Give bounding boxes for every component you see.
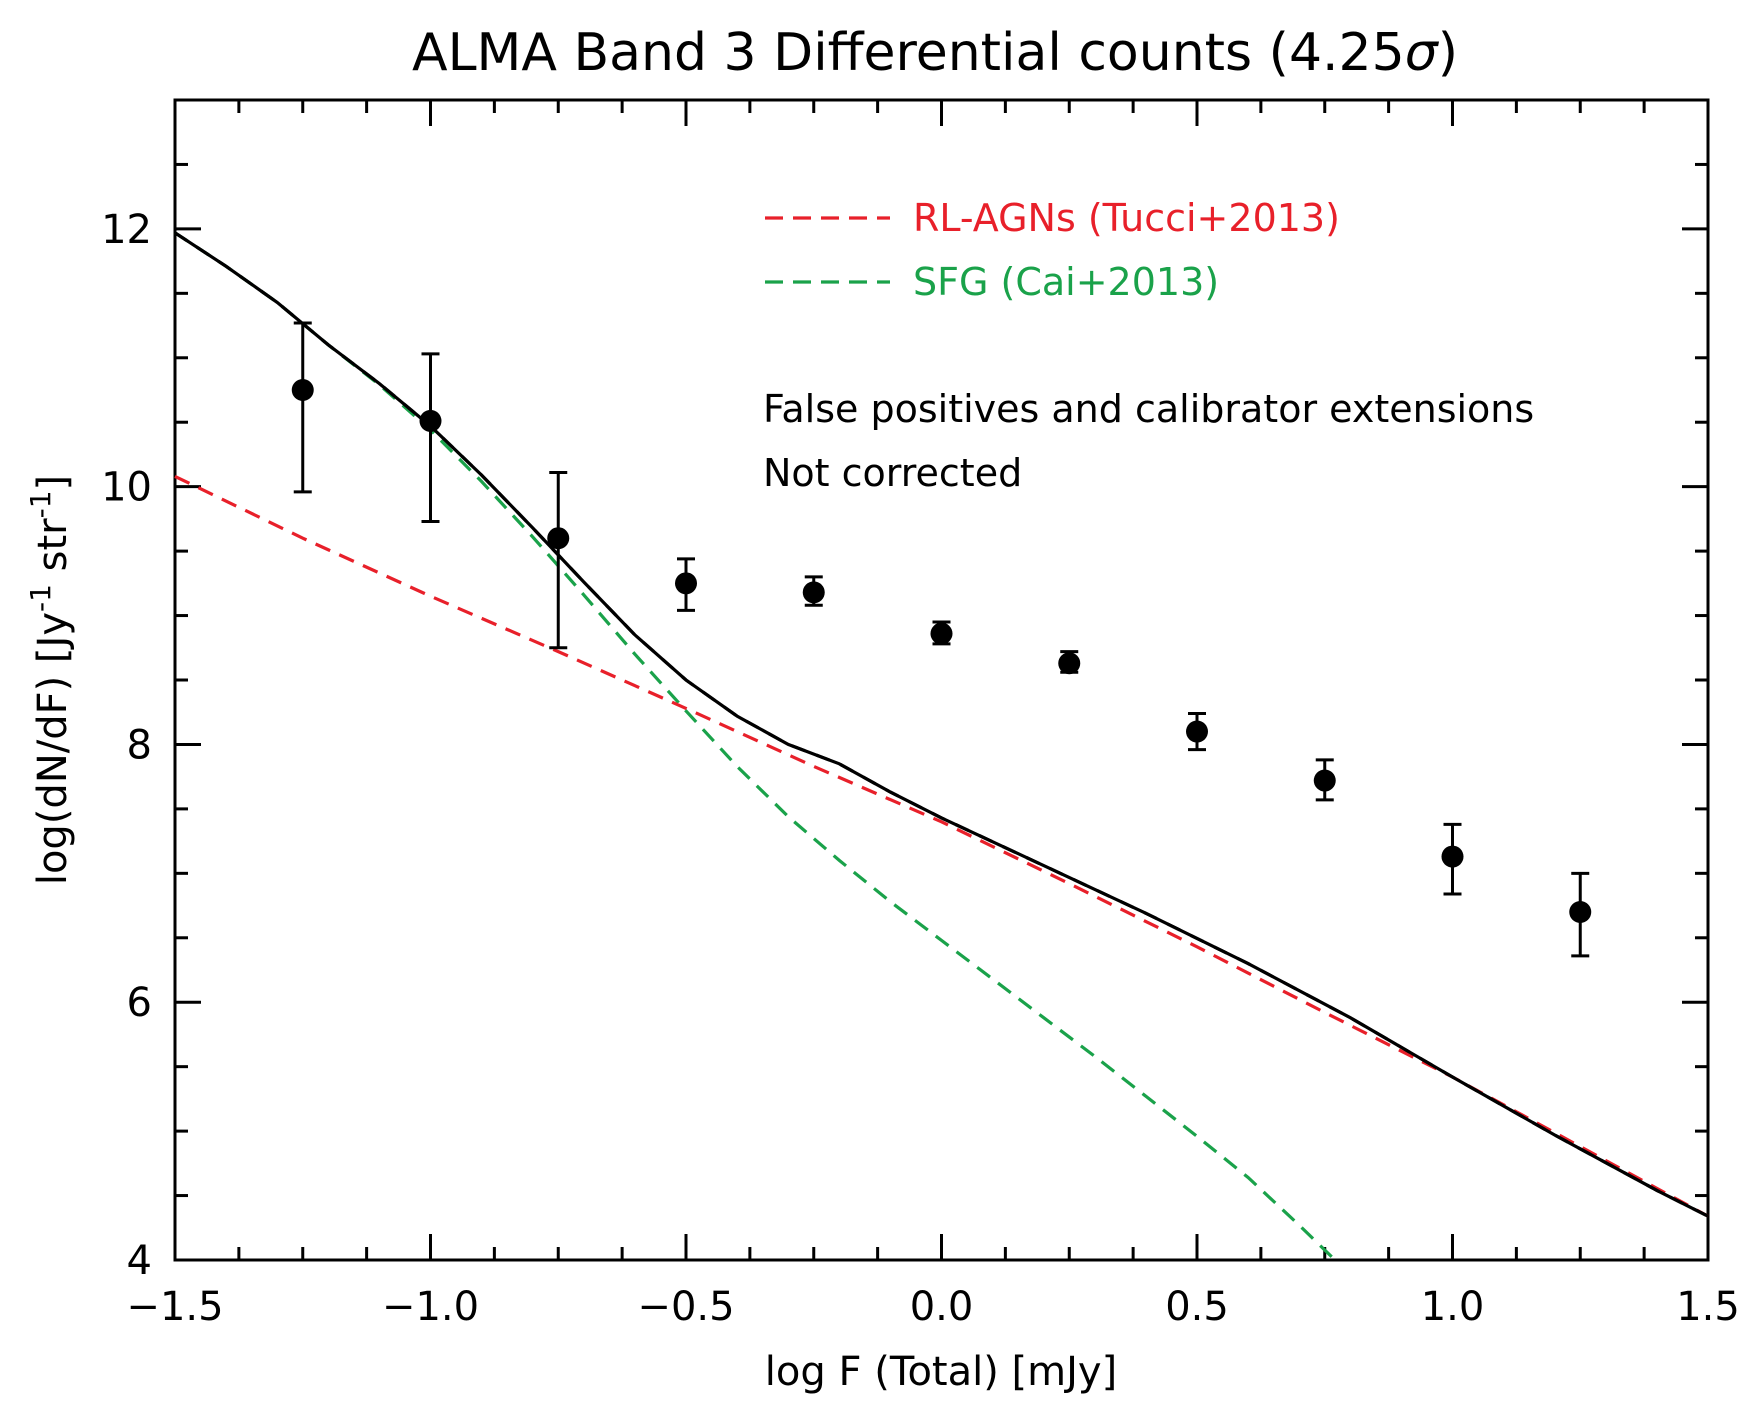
legend-label-rl-agn: RL-AGNs (Tucci+2013) <box>913 196 1340 240</box>
legend-label-sfg: SFG (Cai+2013) <box>913 260 1219 304</box>
y-tick-label: 10 <box>101 465 152 511</box>
x-tick-label: 1.5 <box>1676 1284 1740 1330</box>
x-tick-label: −1.5 <box>126 1284 223 1330</box>
y-tick-labels: 4 6 8 10 12 <box>101 207 152 1284</box>
x-tick-label: 1.0 <box>1421 1284 1485 1330</box>
y-tick-label: 4 <box>127 1238 152 1284</box>
data-point <box>1441 845 1464 868</box>
total-model-dash-overlay <box>174 231 1709 1218</box>
y-tick-label: 8 <box>127 722 152 768</box>
rl-agn-model-line <box>174 474 1709 1218</box>
data-point <box>1313 769 1336 792</box>
data-point <box>1058 652 1081 675</box>
y-axis-title: log(dN/dF) [Jy-1 str-1] <box>24 475 77 885</box>
legend: RL-AGNs (Tucci+2013) SFG (Cai+2013) <box>765 196 1340 304</box>
annotation-line-2: Not corrected <box>763 451 1022 495</box>
y-tick-label: 12 <box>101 207 152 253</box>
x-tick-label: −1.0 <box>382 1284 479 1330</box>
chart-title: ALMA Band 3 Differential counts (4.25σ) <box>412 23 1458 83</box>
data-point <box>419 409 442 432</box>
data-points <box>291 321 1592 958</box>
x-tick-label: 0.0 <box>910 1284 974 1330</box>
model-curves <box>174 231 1709 1262</box>
total-model-line <box>174 231 1709 1218</box>
y-tick-label: 6 <box>127 980 152 1026</box>
data-point <box>291 379 314 401</box>
x-axis-title: log F (Total) [mJy] <box>765 1349 1117 1395</box>
data-point <box>1569 901 1592 923</box>
data-point <box>1186 720 1208 743</box>
x-tick-label: −0.5 <box>637 1284 734 1330</box>
data-point <box>802 581 825 604</box>
annotation-line-1: False positives and calibrator extension… <box>763 387 1534 431</box>
axis-ticks <box>173 98 1710 1262</box>
data-point <box>930 622 953 645</box>
x-tick-labels: −1.5 −1.0 −0.5 0.0 0.5 1.0 1.5 <box>126 1284 1739 1330</box>
x-tick-label: 0.5 <box>1165 1284 1229 1330</box>
data-point <box>675 572 697 595</box>
data-point <box>547 527 570 550</box>
